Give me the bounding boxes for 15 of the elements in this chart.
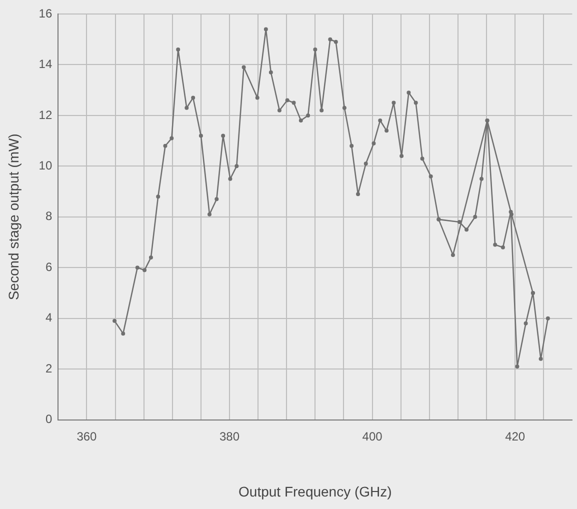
y-axis-title: Second stage output (mW) bbox=[5, 134, 22, 300]
y-tick-label: 6 bbox=[45, 260, 52, 274]
y-tick-label: 14 bbox=[38, 57, 52, 72]
y-tick-label: 16 bbox=[38, 6, 52, 20]
y-tick-label: 0 bbox=[45, 412, 52, 426]
x-tick-label: 400 bbox=[362, 429, 383, 444]
y-tick-label: 2 bbox=[45, 361, 52, 376]
y-tick-label: 12 bbox=[38, 108, 52, 122]
x-tick-label: 420 bbox=[505, 429, 526, 444]
y-tick-label: 4 bbox=[45, 310, 52, 325]
x-axis-title: Output Frequency (GHz) bbox=[238, 483, 392, 500]
y-tick-label: 8 bbox=[45, 209, 52, 224]
x-tick-label: 380 bbox=[219, 429, 240, 444]
x-tick-label: 360 bbox=[76, 429, 98, 444]
y-tick-label: 10 bbox=[38, 158, 52, 172]
